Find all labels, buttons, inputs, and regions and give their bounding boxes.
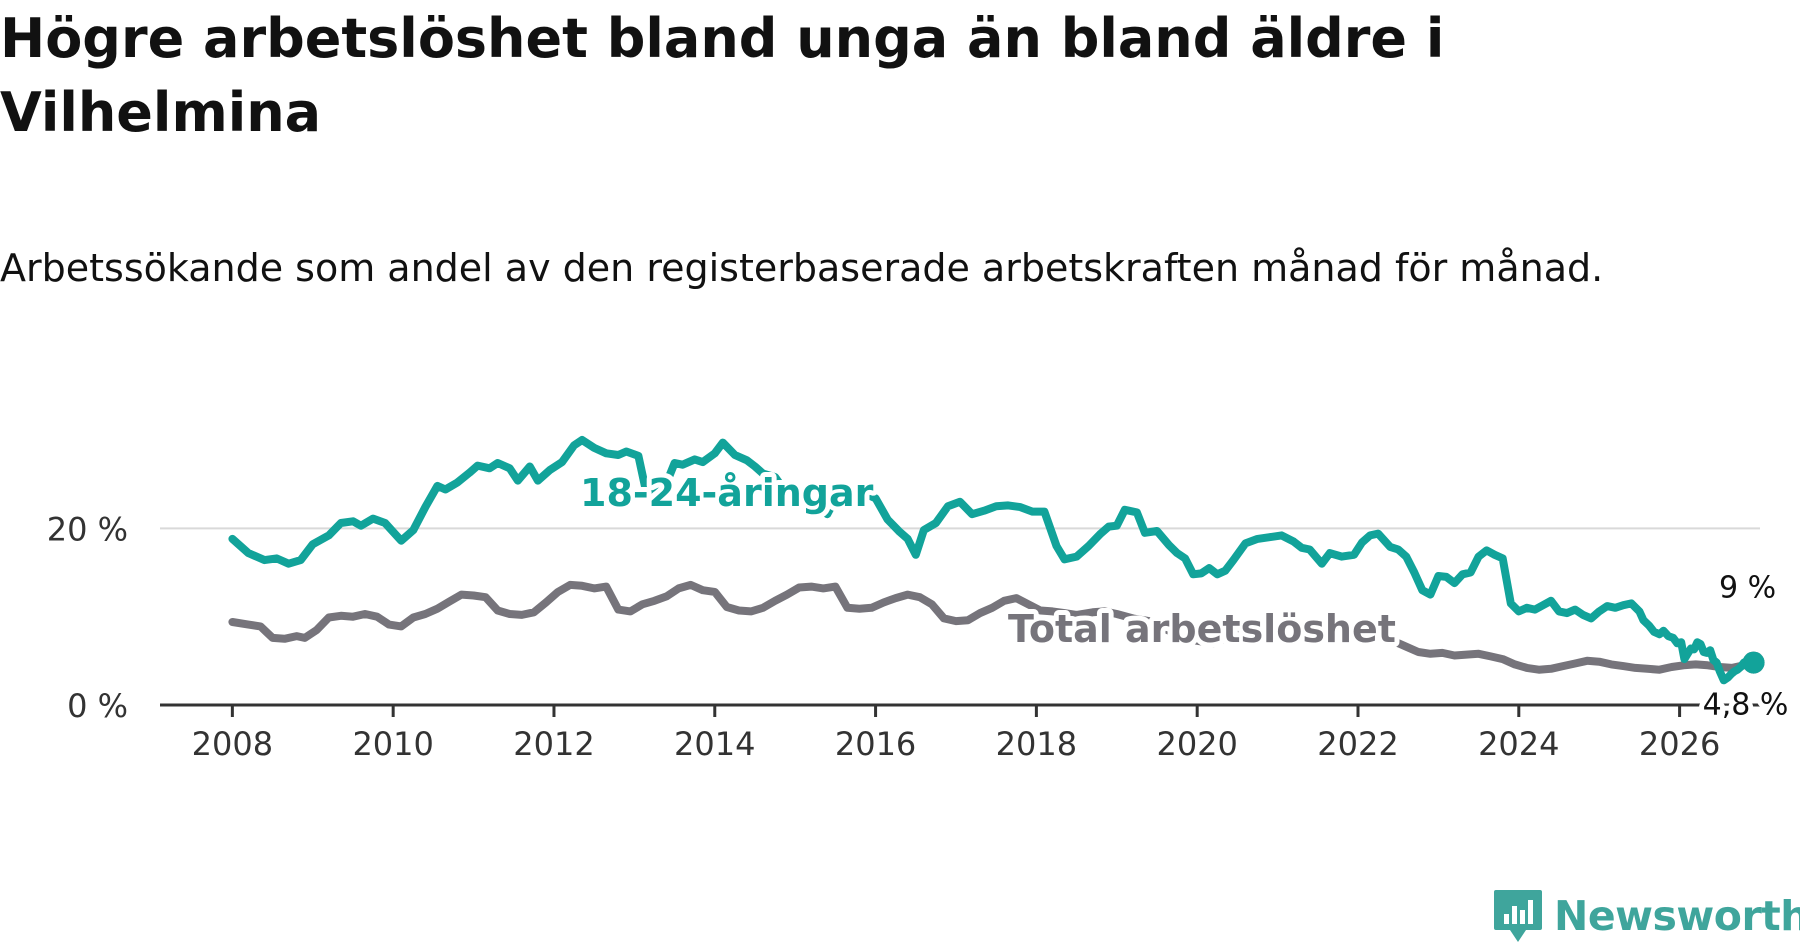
series-end-point-youth: [1742, 651, 1765, 674]
x-tick-label: 2008: [192, 725, 273, 763]
y-tick-label: 20 %: [47, 510, 128, 548]
series-label-total: Total arbetslöshet: [1008, 607, 1396, 651]
x-tick-label: 2010: [352, 725, 433, 763]
x-tick-label: 2022: [1317, 725, 1398, 763]
end-label-total: 4,8 %: [1703, 688, 1789, 723]
x-tick-label: 2024: [1478, 725, 1559, 763]
x-tick-label: 2026: [1639, 725, 1720, 763]
y-tick-label: 0 %: [67, 687, 128, 725]
chart-subtitle: Arbetssökande som andel av den registerb…: [0, 246, 1604, 290]
newsworthy-logo-icon: [1494, 890, 1542, 942]
series-labels: 18-24-åringar Total arbetslöshet 9 % 4,8 %: [575, 466, 1793, 728]
x-tick-label: 2012: [513, 725, 594, 763]
series-lines: [228, 436, 1765, 685]
chart-title: Högre arbetslöshet bland unga än bland ä…: [0, 7, 1445, 144]
series-line-total: [228, 580, 1758, 674]
x-tick-label: 2018: [996, 725, 1077, 763]
x-tick-label: 2016: [835, 725, 916, 763]
x-axis: 2008 2010 2012 2014 2016 2018 2020 2022 2024 2026: [160, 703, 1760, 763]
newsworthy-logo: Newsworthy: [1492, 888, 1800, 944]
x-tick-label: 2020: [1156, 725, 1237, 763]
series-label-youth: 18-24-åringar: [580, 471, 874, 515]
brand-name: Newsworthy: [1554, 892, 1800, 940]
y-axis-tick-labels: 0 % 20 %: [47, 510, 128, 725]
end-label-youth: 9 %: [1719, 571, 1776, 606]
x-tick-label: 2014: [674, 725, 755, 763]
series-line-youth: [228, 436, 1758, 685]
